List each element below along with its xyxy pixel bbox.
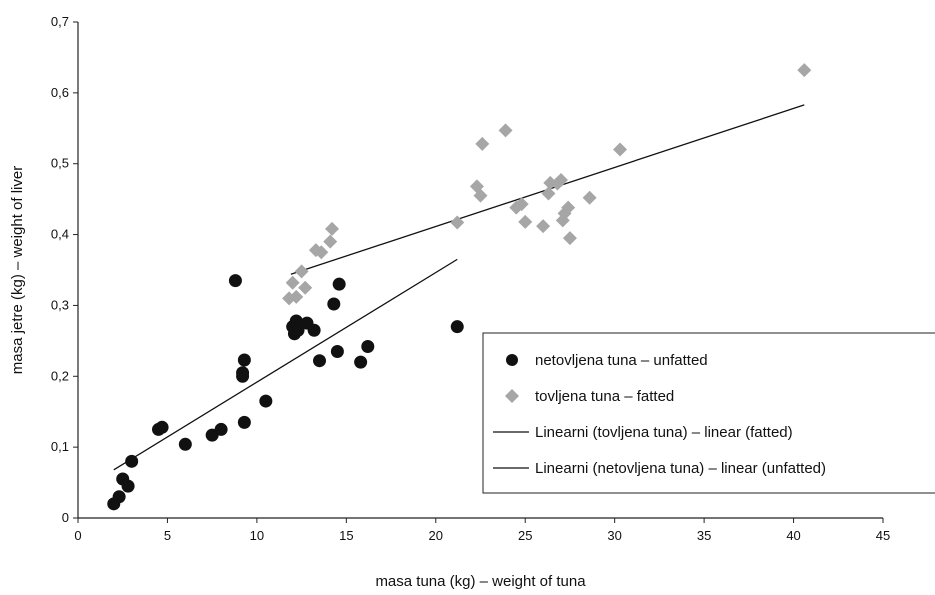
- data-point-fatted: [325, 221, 340, 236]
- x-ticks: 0 5 10 15 20 25 30 35 40 45: [74, 518, 890, 543]
- legend: netovljena tuna – unfatted tovljena tuna …: [482, 332, 935, 494]
- x-tick-label: 5: [164, 528, 171, 543]
- y-tick-label: 0,2: [51, 368, 69, 383]
- data-point-fatted: [473, 188, 488, 203]
- data-point-fatted: [514, 197, 529, 212]
- data-point-unfatted: [228, 274, 242, 288]
- y-ticks: 0 0,1 0,2 0,3 0,4 0,5 0,6 0,7: [51, 14, 78, 525]
- data-point-fatted: [797, 63, 812, 78]
- data-point-fatted: [518, 214, 533, 229]
- data-point-fatted: [561, 200, 576, 215]
- x-tick-label: 20: [429, 528, 443, 543]
- data-point-unfatted: [155, 420, 169, 434]
- data-points: [107, 63, 812, 511]
- legend-marker-unfatted: [506, 354, 518, 366]
- data-point-fatted: [536, 219, 551, 234]
- data-point-fatted: [541, 186, 556, 201]
- data-point-unfatted: [112, 490, 126, 504]
- y-tick-label: 0,6: [51, 85, 69, 100]
- data-point-fatted: [285, 275, 300, 290]
- x-tick-label: 10: [250, 528, 264, 543]
- legend-label: Linearni (netovljena tuna) – linear (unf…: [535, 460, 826, 477]
- data-point-unfatted: [450, 320, 464, 334]
- y-tick-label: 0,4: [51, 227, 69, 242]
- legend-label: Linearni (tovljena tuna) – linear (fatte…: [535, 424, 793, 441]
- data-point-unfatted: [237, 415, 251, 429]
- data-point-unfatted: [121, 479, 135, 493]
- y-tick-label: 0,1: [51, 439, 69, 454]
- y-tick-label: 0,5: [51, 156, 69, 171]
- data-point-fatted: [450, 215, 465, 230]
- data-point-unfatted: [327, 297, 341, 311]
- data-point-fatted: [289, 289, 304, 304]
- x-tick-label: 35: [697, 528, 711, 543]
- y-tick-label: 0: [62, 510, 69, 525]
- data-point-unfatted: [178, 437, 192, 451]
- data-point-unfatted: [214, 422, 228, 436]
- data-point-fatted: [294, 264, 309, 279]
- data-point-unfatted: [354, 355, 368, 369]
- data-point-unfatted: [125, 454, 139, 468]
- legend-items: netovljena tuna – unfatted tovljena tuna …: [493, 352, 826, 477]
- data-point-unfatted: [259, 394, 273, 408]
- data-point-fatted: [298, 280, 313, 295]
- axes: 0 0,1 0,2 0,3 0,4 0,5 0,6 0,7 0 5 10 15 20 25 30 35 40 4…: [51, 14, 890, 543]
- data-point-fatted: [613, 142, 628, 157]
- legend-marker-fatted: [505, 389, 519, 403]
- x-tick-label: 40: [786, 528, 800, 543]
- x-tick-label: 15: [339, 528, 353, 543]
- data-point-unfatted: [307, 323, 321, 337]
- legend-box: [482, 332, 935, 494]
- x-tick-label: 30: [607, 528, 621, 543]
- x-tick-label: 45: [876, 528, 890, 543]
- y-tick-label: 0,3: [51, 297, 69, 312]
- legend-label: tovljena tuna – fatted: [535, 388, 674, 405]
- data-point-unfatted: [332, 277, 346, 291]
- data-point-unfatted: [236, 366, 250, 380]
- y-axis-title: masa jetre (kg) – weight of liver: [9, 166, 26, 374]
- data-point-unfatted: [237, 353, 251, 367]
- data-point-fatted: [498, 123, 513, 138]
- legend-label: netovljena tuna – unfatted: [535, 352, 708, 369]
- y-tick-label: 0,7: [51, 14, 69, 29]
- data-point-unfatted: [291, 323, 305, 337]
- data-point-fatted: [323, 234, 338, 249]
- data-point-unfatted: [361, 340, 375, 354]
- data-point-fatted: [562, 231, 577, 246]
- x-tick-label: 0: [74, 528, 81, 543]
- data-point-unfatted: [313, 354, 326, 368]
- x-tick-label: 25: [518, 528, 532, 543]
- data-point-fatted: [582, 190, 597, 205]
- x-axis-title: masa tuna (kg) – weight of tuna: [375, 573, 586, 590]
- data-point-fatted: [475, 136, 490, 151]
- data-point-unfatted: [330, 344, 344, 358]
- data-point-fatted: [554, 173, 568, 188]
- trendline: [113, 258, 458, 471]
- data-point-fatted: [314, 245, 329, 260]
